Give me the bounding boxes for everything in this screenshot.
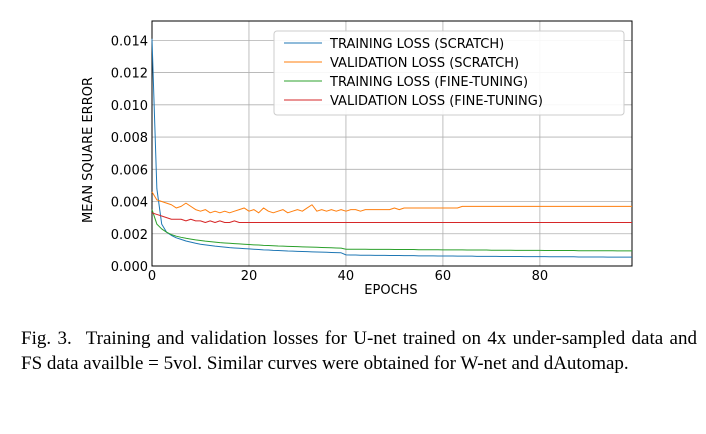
y-tick-label: 0.008 — [111, 131, 148, 146]
series-line-3 — [151, 209, 632, 252]
x-tick-label: 80 — [532, 269, 549, 284]
y-tick-label: 0.006 — [111, 163, 148, 178]
loss-chart: 0 20 40 60 80 0.000 0.002 0.004 0.006 0.008 0.010 0… — [81, 20, 633, 298]
caption-text: Training and validation losses for U-net… — [21, 328, 697, 374]
legend-label: TRAINING LOSS (SCRATCH) — [329, 37, 504, 52]
legend-label: VALIDATION LOSS (SCRATCH) — [330, 56, 519, 71]
figure-caption: Fig. 3. Training and validation losses fo… — [21, 326, 697, 376]
plot-frame — [151, 20, 633, 267]
x-axis-label: EPOCHS — [364, 283, 417, 298]
figure-number: Fig. 3. — [21, 328, 72, 349]
x-tick-label: 40 — [338, 269, 355, 284]
x-tick-label: 20 — [241, 269, 258, 284]
y-axis-label: MEAN SQUARE ERROR — [81, 77, 96, 223]
legend: TRAINING LOSS (SCRATCH) VALIDATION LOSS (… — [273, 30, 625, 116]
legend-label: TRAINING LOSS (FINE-TUNING) — [329, 75, 528, 90]
legend-box — [273, 30, 625, 116]
y-tick-label: 0.002 — [111, 228, 148, 243]
axis-ticks: 0 20 40 60 80 0.000 0.002 0.004 0.006 0.008 0.010 0… — [111, 34, 548, 284]
series-line-4 — [151, 212, 632, 223]
series-line-1 — [151, 38, 632, 258]
series-lines — [151, 38, 632, 258]
y-tick-label: 0.014 — [111, 34, 148, 49]
y-tick-label: 0.004 — [111, 196, 148, 211]
y-tick-label: 0.012 — [111, 67, 148, 82]
y-tick-label: 0.010 — [111, 99, 148, 114]
x-tick-label: 0 — [148, 269, 156, 284]
x-tick-label: 60 — [435, 269, 452, 284]
legend-label: VALIDATION LOSS (FINE-TUNING) — [330, 94, 543, 109]
series-line-2 — [151, 191, 632, 214]
y-tick-label: 0.000 — [111, 260, 148, 275]
